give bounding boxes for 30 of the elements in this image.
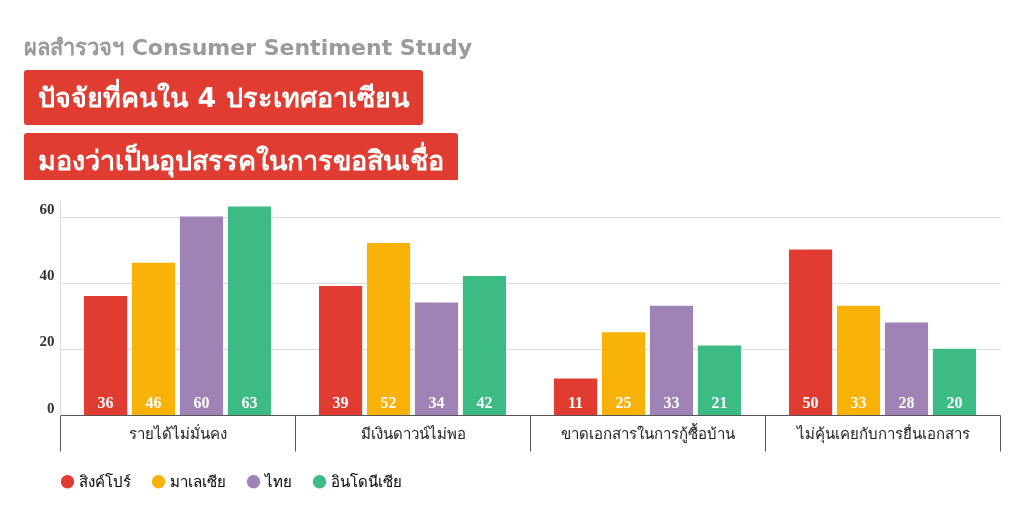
data-label: 34 <box>428 394 445 411</box>
legend-label: ไทย <box>264 472 292 491</box>
legend-label: สิงค์โปร์ <box>79 472 131 491</box>
x-tick-label: ขาดเอกสารในการกู้ซื้อบ้าน <box>561 422 735 443</box>
x-tick-label: ไม่คุ้นเคยกับการยื่นเอกสาร <box>795 422 970 444</box>
data-label: 28 <box>898 394 915 411</box>
y-tick-label: 40 <box>39 267 55 284</box>
data-label: 63 <box>241 394 258 411</box>
data-label: 52 <box>380 394 397 411</box>
chart-title: ปัจจัยที่คนใน 4 ประเทศอาเซียน มองว่าเป็นอุปสรรคในการขอสินเชื่อ <box>37 78 445 180</box>
data-label: 11 <box>568 394 584 411</box>
data-label: 25 <box>615 394 632 411</box>
y-tick-label: 0 <box>47 399 55 416</box>
legend-label: มาเลเซีย <box>170 472 226 491</box>
x-tick-label: มีเงินดาวน์ไม่พอ <box>360 424 466 443</box>
x-tick-label: รายได้ไม่มั่นคง <box>129 422 227 443</box>
data-label: 36 <box>97 394 114 411</box>
data-label: 42 <box>476 394 493 411</box>
data-label: 21 <box>711 394 728 411</box>
data-label: 33 <box>663 394 680 411</box>
legend-label: อินโดนีเซีย <box>331 472 402 491</box>
data-label: 39 <box>332 394 349 411</box>
data-label: 46 <box>145 394 162 411</box>
data-label: 33 <box>850 394 867 411</box>
y-tick-label: 60 <box>39 201 55 218</box>
data-label: 50 <box>802 394 819 411</box>
chart-subtitle: ผลสำรวจฯ Consumer Sentiment Study <box>24 34 472 62</box>
data-label: 60 <box>193 394 210 411</box>
data-label: 20 <box>946 394 963 411</box>
y-tick-label: 20 <box>39 333 55 350</box>
